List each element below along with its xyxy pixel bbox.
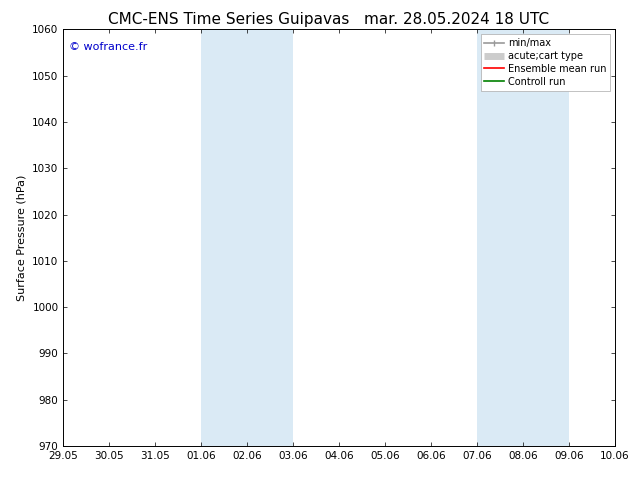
Bar <box>202 29 293 446</box>
Bar <box>477 29 569 446</box>
Text: mar. 28.05.2024 18 UTC: mar. 28.05.2024 18 UTC <box>364 12 549 27</box>
Text: CMC-ENS Time Series Guipavas: CMC-ENS Time Series Guipavas <box>108 12 349 27</box>
Y-axis label: Surface Pressure (hPa): Surface Pressure (hPa) <box>16 174 27 301</box>
Text: © wofrance.fr: © wofrance.fr <box>69 42 147 52</box>
Legend: min/max, acute;cart type, Ensemble mean run, Controll run: min/max, acute;cart type, Ensemble mean … <box>481 34 610 91</box>
